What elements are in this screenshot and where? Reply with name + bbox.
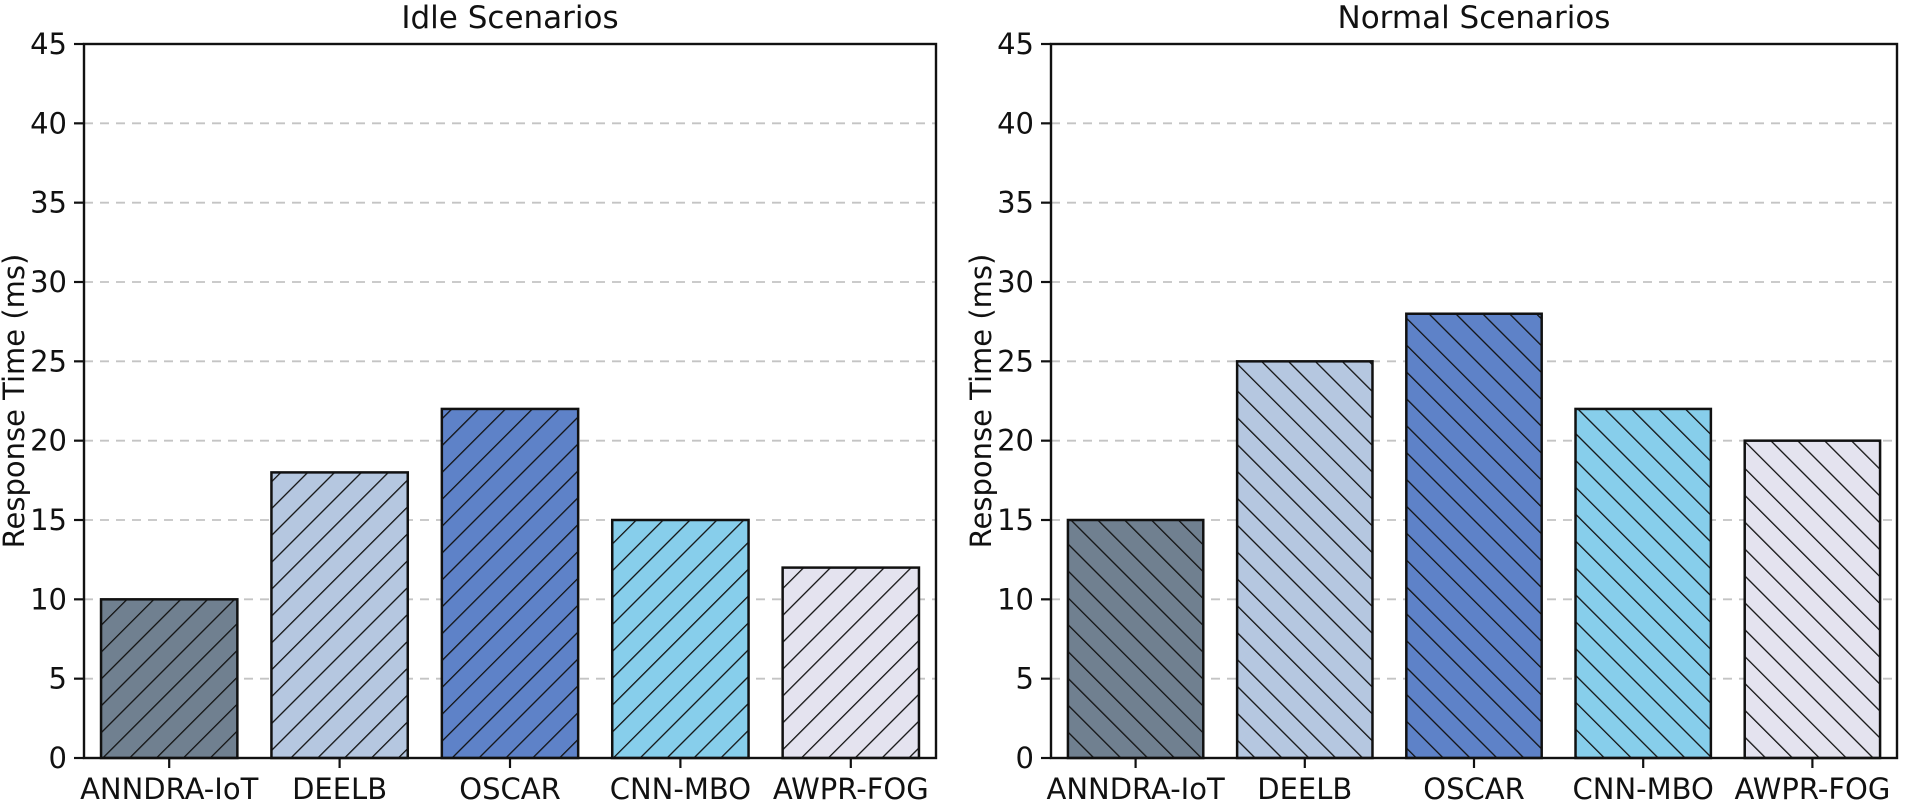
bar-ANNDRA-IoT [99, 598, 239, 760]
bar-AWPR-FOG [1743, 439, 1882, 760]
y-axis: 0 5 10 15 20 25 30 35 40 45 [30, 27, 84, 775]
y-tick-label-40: 40 [30, 106, 67, 140]
bars-group [99, 407, 921, 760]
y-tick-label-0: 0 [1016, 741, 1034, 775]
x-tick-label-CNN-MBO: CNN-MBO [610, 772, 751, 806]
y-tick-label-30: 30 [30, 265, 67, 299]
y-axis-label: Response Time (ms) [0, 254, 31, 549]
y-tick-label-25: 25 [30, 344, 67, 378]
chart-title: Normal Scenarios [1338, 0, 1611, 36]
y-tick-label-45: 45 [997, 27, 1034, 61]
x-tick-label-AWPR-FOG: AWPR-FOG [1734, 772, 1890, 806]
y-tick-label-10: 10 [997, 582, 1034, 616]
y-tick-label-20: 20 [30, 424, 67, 458]
bars-group [1066, 312, 1882, 760]
bar-CNN-MBO [1574, 407, 1713, 760]
y-tick-label-10: 10 [30, 582, 67, 616]
x-tick-label-DEELB: DEELB [292, 772, 387, 806]
x-tick-label-OSCAR: OSCAR [459, 772, 560, 806]
y-tick-label-20: 20 [997, 424, 1034, 458]
x-axis: ANNDRA-IoT DEELB OSCAR CNN-MBO AWPR-FOG [80, 758, 929, 806]
x-tick-label-ANNDRA-IoT: ANNDRA-IoT [80, 772, 258, 806]
x-tick-label-DEELB: DEELB [1257, 772, 1352, 806]
bar-DEELB [270, 471, 410, 760]
x-tick-label-CNN-MBO: CNN-MBO [1573, 772, 1714, 806]
bar-chart-svg: 0 5 10 15 20 25 30 35 40 45 ANNDRA-IoT DEELB OSCAR CN… [0, 0, 938, 806]
x-axis: ANNDRA-IoT DEELB OSCAR CNN-MBO AWPR-FOG [1046, 758, 1890, 806]
y-tick-label-0: 0 [49, 741, 67, 775]
y-tick-label-30: 30 [997, 265, 1034, 299]
x-tick-label-ANNDRA-IoT: ANNDRA-IoT [1046, 772, 1224, 806]
y-tick-label-45: 45 [30, 27, 67, 61]
bar-chart-svg: 0 5 10 15 20 25 30 35 40 45 ANNDRA-IoT DEELB OSCAR CN… [964, 0, 1899, 806]
bar-OSCAR [1405, 312, 1543, 760]
y-tick-label-40: 40 [997, 106, 1034, 140]
bar-OSCAR [440, 407, 580, 760]
bar-ANNDRA-IoT [1066, 518, 1205, 760]
chart-title: Idle Scenarios [401, 0, 618, 36]
chart-panel-normal-scenarios: 0 5 10 15 20 25 30 35 40 45 ANNDRA-IoT DEELB OSCAR CN… [953, 0, 1906, 806]
y-tick-label-5: 5 [1016, 662, 1034, 696]
y-axis-label: Response Time (ms) [964, 254, 998, 549]
y-axis: 0 5 10 15 20 25 30 35 40 45 [997, 27, 1051, 775]
y-tick-label-35: 35 [997, 186, 1034, 220]
y-tick-label-15: 15 [30, 503, 67, 537]
y-tick-label-5: 5 [49, 662, 67, 696]
x-tick-label-OSCAR: OSCAR [1423, 772, 1524, 806]
y-tick-label-35: 35 [30, 186, 67, 220]
x-tick-label-AWPR-FOG: AWPR-FOG [773, 772, 929, 806]
chart-panel-idle-scenarios: 0 5 10 15 20 25 30 35 40 45 ANNDRA-IoT DEELB OSCAR CN… [0, 0, 953, 806]
bar-AWPR-FOG [781, 566, 921, 760]
y-tick-label-15: 15 [997, 503, 1034, 537]
bar-DEELB [1235, 360, 1374, 760]
y-tick-label-25: 25 [997, 344, 1034, 378]
bar-CNN-MBO [610, 518, 750, 760]
